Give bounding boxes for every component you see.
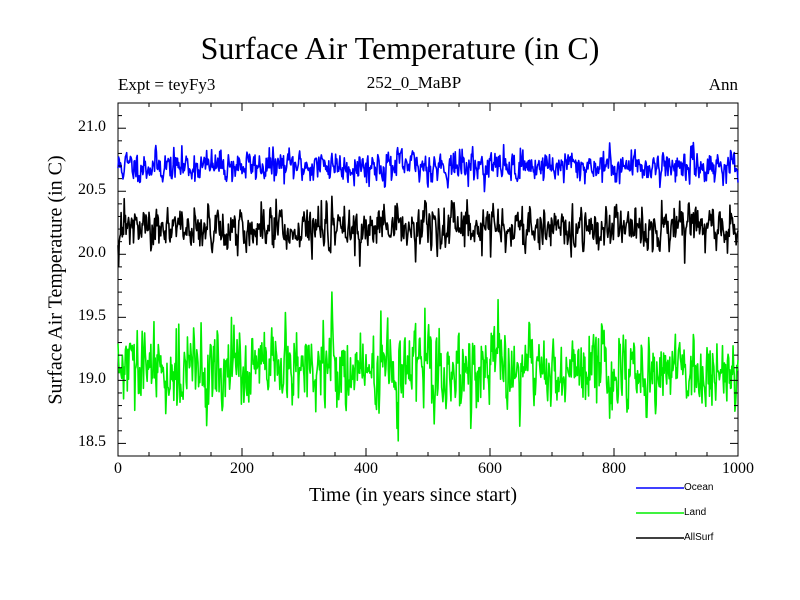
x-tick-label: 800 [602,460,626,477]
experiment-label: Expt = teyFy3 [118,75,216,94]
y-tick-label: 18.5 [78,433,106,451]
chart-subtitle: 252_0_MaBP [366,73,462,92]
x-tick-label: 1000 [722,460,754,477]
season-label: Ann [708,75,738,94]
series-line-ocean [117,141,739,193]
y-tick-label: 19.0 [78,370,106,388]
series-layer [117,141,739,442]
legend-label-land: Land [684,507,707,518]
x-tick-label: 200 [230,460,254,477]
ticks-layer [117,103,739,456]
x-tick-label: 0 [114,460,122,477]
legend-label-allsurf: AllSurf [684,532,714,543]
series-line-allsurf [117,195,739,268]
y-tick-label: 20.0 [78,244,106,262]
x-tick-label: 400 [354,460,378,477]
y-tick-label: 20.5 [78,181,106,199]
legend [636,487,684,539]
chart-title: Surface Air Temperature (in C) [200,30,600,66]
legend-label-ocean: Ocean [684,482,714,493]
series-line-land [117,291,739,442]
y-tick-label: 19.5 [78,307,106,325]
y-tick-label: 21.0 [78,118,106,136]
x-tick-label: 600 [478,460,502,477]
x-axis-label: Time (in years since start) [308,484,518,506]
